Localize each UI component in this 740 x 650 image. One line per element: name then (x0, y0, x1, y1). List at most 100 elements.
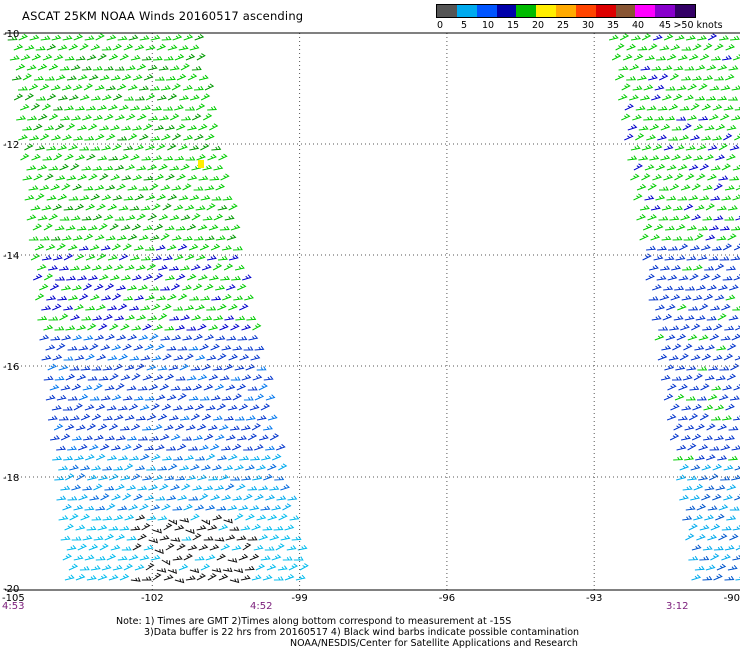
wind-barb (280, 484, 290, 491)
wind-barb (219, 474, 229, 481)
wind-barb (112, 194, 123, 201)
wind-barb (217, 204, 228, 211)
wind-barb (148, 484, 158, 491)
wind-barb (68, 563, 79, 571)
wind-barb (75, 154, 86, 161)
wind-barb (117, 505, 128, 511)
wind-barb (88, 123, 98, 131)
wind-barb (719, 35, 729, 41)
wind-barb (196, 524, 207, 531)
wind-barb (693, 155, 704, 161)
wind-barb (182, 183, 192, 191)
wind-barb (228, 203, 238, 211)
wind-barb (690, 494, 701, 501)
wind-barb (237, 335, 248, 341)
wind-barb (71, 536, 82, 541)
wind-barb (122, 395, 133, 401)
wind-barb (195, 103, 206, 111)
wind-barb (172, 555, 183, 561)
wind-barb (81, 65, 92, 71)
wind-barb (698, 115, 709, 121)
wind-barb (150, 504, 161, 511)
wind-barb (159, 115, 170, 121)
wind-barb (139, 133, 149, 141)
wind-barb (24, 93, 34, 101)
wind-barb (236, 483, 246, 491)
wind-barb (37, 215, 48, 221)
wind-barb (668, 355, 679, 361)
pass-time-label: 4:53 (2, 601, 24, 610)
wind-barb (254, 345, 265, 351)
wind-barb (156, 194, 167, 201)
wind-barb (35, 193, 45, 201)
wind-barb (122, 343, 132, 351)
wind-barb (618, 65, 629, 71)
wind-barb (256, 514, 267, 521)
wind-barb (661, 235, 672, 241)
wind-barb (105, 235, 116, 241)
wind-barb (44, 76, 55, 81)
wind-barb (711, 55, 722, 61)
wind-barb (128, 403, 139, 411)
wind-barb (253, 544, 264, 551)
wind-barb (20, 104, 30, 111)
pass-time-label: 3:12 (666, 601, 688, 610)
wind-barb (143, 175, 154, 181)
legend-tick-label: 10 (481, 20, 495, 31)
wind-barb (80, 413, 91, 421)
wind-barb (176, 543, 186, 551)
wind-barb (716, 563, 727, 571)
wind-barb (678, 275, 689, 281)
wind-barb (176, 73, 187, 81)
wind-barb (41, 305, 52, 311)
wind-barb (247, 536, 258, 541)
wind-barb (137, 113, 147, 121)
wind-barb (691, 544, 702, 551)
wind-barb (134, 44, 145, 51)
wind-barb (185, 106, 196, 111)
wind-barb (165, 543, 175, 551)
wind-barb (666, 53, 677, 61)
legend-swatch (595, 5, 616, 17)
wind-barb (39, 184, 50, 191)
wind-barb (707, 173, 717, 181)
wind-barb (677, 164, 688, 171)
wind-barb (190, 365, 201, 371)
wind-barb (210, 343, 220, 351)
wind-barb (166, 244, 177, 251)
wind-barb (107, 305, 118, 311)
wind-barb (71, 383, 82, 391)
wind-barb (160, 286, 171, 291)
wind-barb (132, 543, 142, 551)
wind-barb (711, 385, 722, 391)
wind-barb (702, 325, 713, 331)
wind-barb (170, 283, 181, 291)
wind-barb (724, 185, 735, 191)
wind-barb (199, 396, 210, 401)
wind-barb (223, 415, 234, 421)
wind-barb (95, 33, 105, 41)
wind-barb (724, 325, 735, 331)
wind-barb (116, 284, 127, 291)
wind-barb (712, 104, 723, 111)
wind-barb (685, 145, 696, 151)
wind-barb (676, 116, 687, 121)
wind-barb (684, 424, 695, 431)
wind-barb (67, 396, 78, 401)
wind-barb (207, 105, 218, 111)
wind-barb (181, 385, 192, 391)
wind-barb (706, 95, 717, 101)
wind-barb (182, 235, 193, 241)
wind-barb (714, 76, 725, 81)
wind-barb (230, 224, 241, 231)
wind-barb (128, 133, 138, 141)
wind-barb (681, 434, 691, 441)
wind-barb (45, 244, 56, 251)
wind-barb (713, 183, 723, 191)
wind-barb (76, 374, 87, 381)
wind-barb (666, 304, 676, 311)
wind-barb (162, 255, 173, 261)
wind-barb (51, 134, 62, 141)
wind-barb (50, 84, 61, 91)
wind-barb (204, 83, 215, 91)
